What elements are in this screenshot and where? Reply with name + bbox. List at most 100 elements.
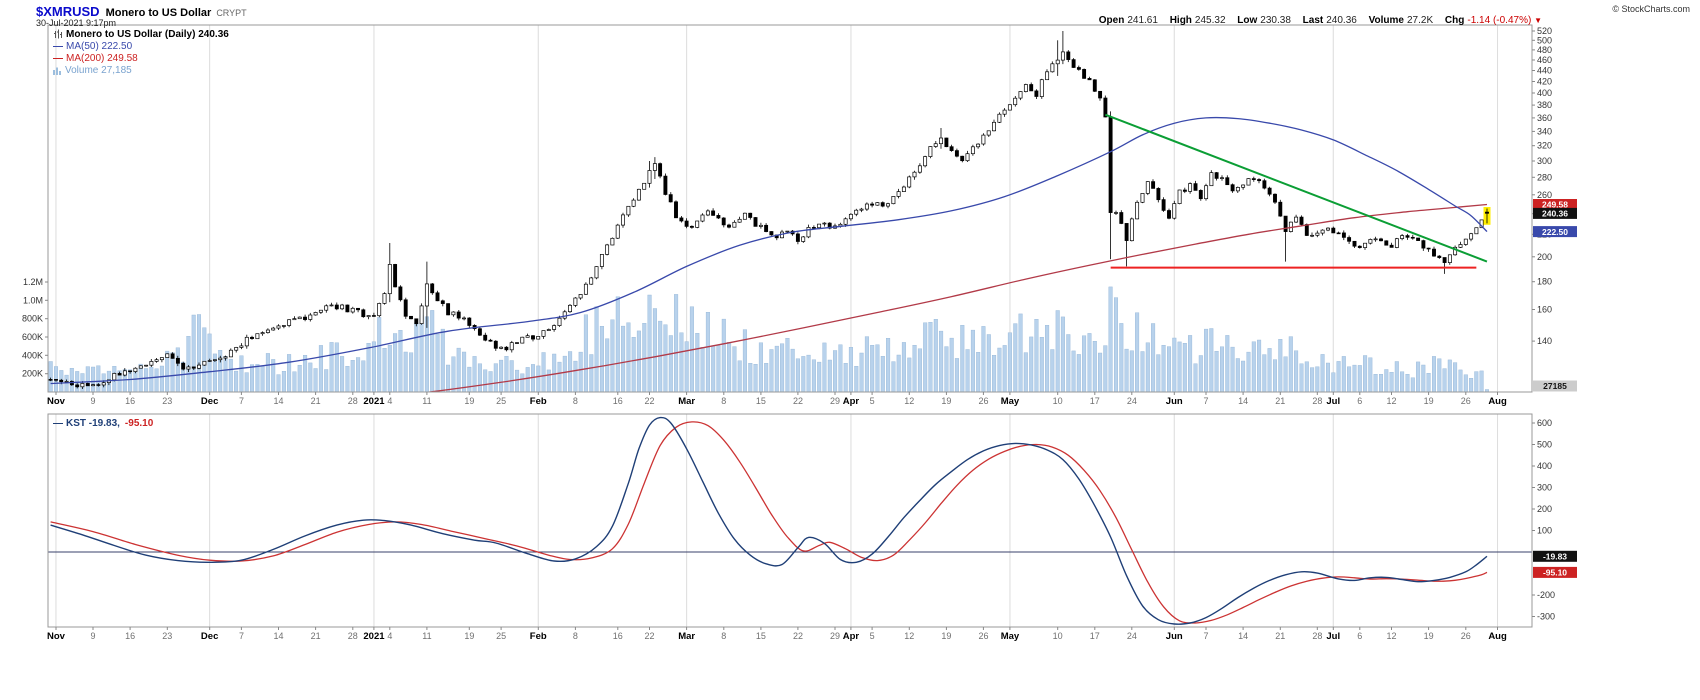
svg-text:Apr: Apr <box>843 631 860 642</box>
low-value: 230.38 <box>1260 15 1291 26</box>
svg-text:8: 8 <box>573 396 578 406</box>
svg-text:-95.10: -95.10 <box>1543 568 1567 578</box>
svg-text:9: 9 <box>91 631 96 641</box>
svg-text:Feb: Feb <box>530 631 547 642</box>
svg-text:Dec: Dec <box>201 631 218 642</box>
volume-value-badge: 27185 <box>1533 380 1577 392</box>
svg-text:28: 28 <box>1312 631 1322 641</box>
svg-text:240.36: 240.36 <box>1542 209 1568 219</box>
svg-text:17: 17 <box>1090 396 1100 406</box>
svg-text:340: 340 <box>1537 126 1552 136</box>
svg-text:7: 7 <box>239 396 244 406</box>
low-label: Low <box>1237 15 1258 26</box>
svg-text:22: 22 <box>793 396 803 406</box>
svg-text:1.0M: 1.0M <box>23 295 43 305</box>
last-bar-highlight <box>1483 207 1491 225</box>
svg-text:11: 11 <box>422 631 431 641</box>
svg-text:28: 28 <box>348 396 358 406</box>
chg-value: -1.14 (-0.47%) <box>1467 15 1532 26</box>
svg-text:25: 25 <box>496 396 506 406</box>
svg-text:320: 320 <box>1537 141 1552 151</box>
instrument-name: Monero to US Dollar <box>105 7 212 19</box>
svg-text:200K: 200K <box>22 369 43 379</box>
svg-text:14: 14 <box>274 396 284 406</box>
svg-text:Jul: Jul <box>1326 631 1340 642</box>
svg-text:14: 14 <box>274 631 284 641</box>
svg-text:16: 16 <box>613 396 623 406</box>
svg-text:21: 21 <box>311 631 321 641</box>
legend-kst: KST -19.83, <box>66 417 120 429</box>
svg-text:19: 19 <box>1424 631 1434 641</box>
svg-text:300: 300 <box>1537 483 1552 493</box>
open-value: 241.61 <box>1127 15 1158 26</box>
svg-text:5: 5 <box>870 631 875 641</box>
svg-text:380: 380 <box>1537 100 1552 110</box>
svg-text:May: May <box>1001 631 1020 642</box>
svg-text:460: 460 <box>1537 55 1552 65</box>
svg-text:16: 16 <box>613 631 623 641</box>
legend-kst-signal: -95.10 <box>124 417 154 429</box>
kst-value-badge: -19.83 <box>1533 550 1577 562</box>
svg-text:19: 19 <box>464 631 474 641</box>
svg-text:600K: 600K <box>22 332 43 342</box>
svg-text:23: 23 <box>162 396 172 406</box>
resistance-trendline <box>1104 113 1488 263</box>
svg-text:10: 10 <box>1053 396 1063 406</box>
svg-text:420: 420 <box>1537 76 1552 86</box>
svg-text:26: 26 <box>1461 631 1471 641</box>
last-value: 240.36 <box>1326 15 1357 26</box>
svg-text:Feb: Feb <box>530 396 547 407</box>
svg-text:12: 12 <box>904 631 914 641</box>
legend-ma50: MA(50) 222.50 <box>66 40 133 52</box>
exchange-tag: CRYPT <box>216 8 247 18</box>
svg-text:6: 6 <box>1357 396 1362 406</box>
symbol: $XMRUSD <box>36 4 100 19</box>
svg-text:400: 400 <box>1537 88 1552 98</box>
svg-text:Jun: Jun <box>1166 631 1183 642</box>
svg-text:10: 10 <box>1053 631 1063 641</box>
svg-text:Apr: Apr <box>843 396 860 407</box>
svg-text:May: May <box>1001 396 1020 407</box>
svg-text:17: 17 <box>1090 631 1100 641</box>
svg-text:4: 4 <box>387 396 392 406</box>
svg-text:28: 28 <box>348 631 358 641</box>
svg-text:19: 19 <box>941 396 951 406</box>
legend-title: Monero to US Dollar (Daily) 240.36 <box>66 28 229 40</box>
svg-text:Nov: Nov <box>47 631 66 642</box>
svg-text:500: 500 <box>1537 440 1552 450</box>
svg-text:4: 4 <box>387 631 392 641</box>
svg-text:21: 21 <box>1275 631 1285 641</box>
open-label: Open <box>1098 15 1125 26</box>
svg-text:12: 12 <box>1387 631 1397 641</box>
svg-text:480: 480 <box>1537 45 1552 55</box>
quote-bar: Open 241.61 High 245.32 Low 230.38 Last 240.… <box>1099 15 1542 26</box>
copyright: © StockCharts.com <box>1612 4 1690 14</box>
ma200-line <box>424 203 1488 392</box>
svg-text:440: 440 <box>1537 65 1552 75</box>
svg-text:7: 7 <box>1204 396 1209 406</box>
high-label: High <box>1169 15 1192 26</box>
svg-text:-300: -300 <box>1537 612 1555 622</box>
ma50-line <box>50 116 1488 385</box>
kst-panel-border <box>47 413 1533 628</box>
svg-text:9: 9 <box>91 396 96 406</box>
svg-text:19: 19 <box>941 631 951 641</box>
svg-text:300: 300 <box>1537 156 1552 166</box>
svg-text:360: 360 <box>1537 113 1552 123</box>
svg-text:-19.83: -19.83 <box>1543 551 1567 561</box>
svg-text:140: 140 <box>1537 336 1552 346</box>
svg-text:11: 11 <box>422 396 431 406</box>
legend-ma200: MA(200) 249.58 <box>66 52 138 64</box>
svg-text:25: 25 <box>496 631 506 641</box>
high-value: 245.32 <box>1194 15 1226 26</box>
svg-text:1.2M: 1.2M <box>23 277 43 287</box>
volume-icon <box>53 66 62 75</box>
svg-text:Aug: Aug <box>1488 396 1507 407</box>
svg-text:22: 22 <box>645 631 655 641</box>
volume-label: Volume <box>1368 15 1404 26</box>
svg-text:200: 200 <box>1537 252 1552 262</box>
svg-text:24: 24 <box>1127 396 1137 406</box>
svg-text:8: 8 <box>721 631 726 641</box>
legend-volume: Volume 27,185 <box>65 64 132 76</box>
